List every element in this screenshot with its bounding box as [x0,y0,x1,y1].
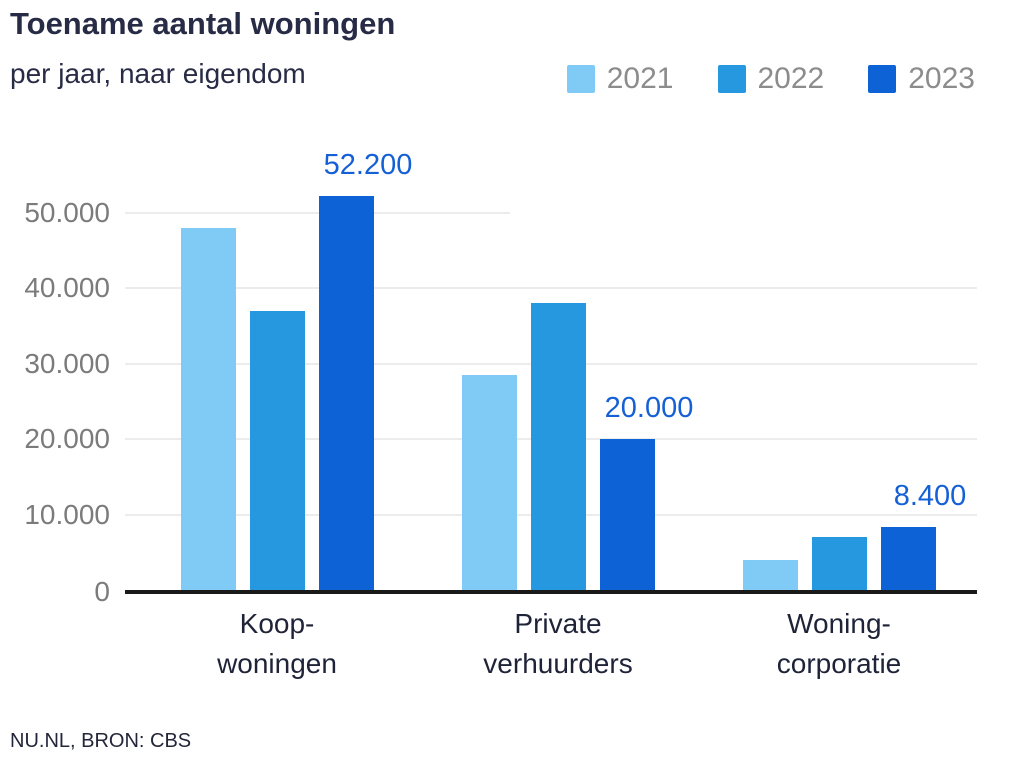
gridline-50000 [125,212,510,214]
value-label-2023-koop-woningen: 52.200 [323,149,413,181]
legend-swatch-2023 [868,65,897,93]
category-label-privateverhuurders: Private verhuurders [483,604,632,684]
gridline-40000 [125,287,977,290]
bar-2022-koop-woningen [249,311,305,590]
bar-2021-woning-corporatie [742,560,798,590]
legend-label-2021: 2021 [606,62,674,95]
category-label-line: Koop- [239,608,315,639]
source-credit: NU.NL, BRON: CBS [10,730,192,752]
bar-2022-privateverhuurders [530,303,586,590]
y-tick-20000: 20.000 [24,423,110,455]
legend-label-2023: 2023 [908,62,975,95]
legend-swatch-2021 [566,65,595,93]
legend-item-2022: 2022 [717,62,825,96]
category-label-woning-corporatie: Woning-corporatie [777,604,902,684]
category-label-line: corporatie [776,648,902,679]
legend-item-2021: 2021 [566,62,674,96]
y-tick-50000: 50.000 [24,197,110,228]
chart-subtitle: per jaar, naar eigendom [10,58,306,89]
y-tick-10000: 10.000 [24,498,110,530]
y-tick-40000: 40.000 [24,272,110,304]
category-label-line: Private [514,608,602,639]
bar-2023-privateverhuurders [599,439,655,590]
bar-2021-privateverhuurders [461,375,517,590]
legend: 2021 2022 2023 [566,62,975,96]
category-label-line: woningen [217,648,337,679]
value-label-2023-privateverhuurders: 20.000 [604,392,694,424]
y-tick-30000: 30.000 [24,347,110,379]
chart-title: Toename aantal woningen [10,6,396,41]
category-label-line: verhuurders [483,648,633,679]
bar-2022-woning-corporatie [811,537,867,590]
bar-2023-koop-woningen [318,196,374,590]
bar-2021-koop-woningen [180,228,236,590]
x-axis-line [125,590,977,594]
category-label-koop-woningen: Koop-woningen [217,604,337,684]
legend-item-2023: 2023 [868,62,975,96]
category-label-line: Woning- [787,608,891,639]
legend-swatch-2022 [717,65,746,93]
y-tick-0: 0 [94,576,110,607]
value-label-2023-woning-corporatie: 8.400 [893,480,967,512]
bar-2023-woning-corporatie [880,527,936,590]
legend-label-2022: 2022 [757,62,825,95]
